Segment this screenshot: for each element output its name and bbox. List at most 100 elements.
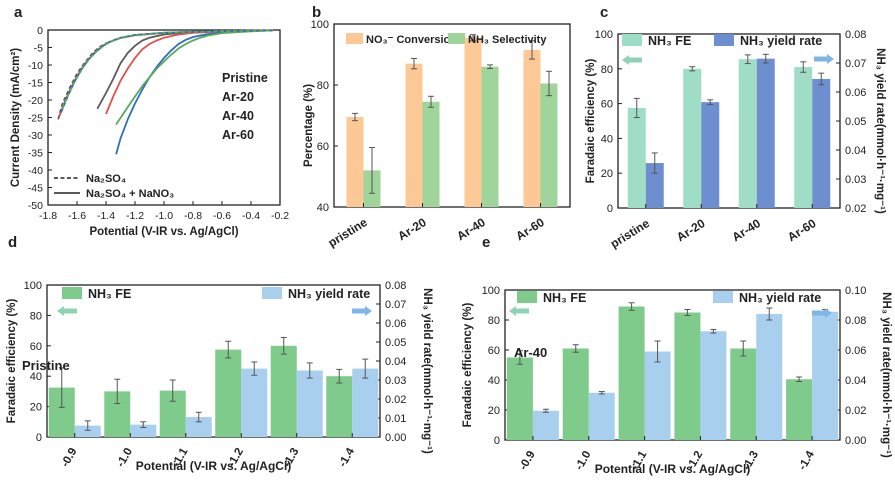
panel-a-ytick-label: -25 <box>28 113 43 125</box>
panel-d-right-axis-arrow-shape <box>352 306 372 316</box>
panel-e-fe-bar <box>730 348 757 440</box>
panel-b-ytick-label: 60 <box>317 141 329 153</box>
panel-d: d 0 20 40 60 80 100 0.00 0.01 0.02 0.03 0.04 0.05 0.0… <box>6 234 433 473</box>
panel-d-right-axis-arrow <box>352 306 372 316</box>
panel-e-y2tick-label: 0.00 <box>845 435 866 447</box>
panel-b: b 40 60 80 100 Percentage (%) pristine Ar-20 Ar-… <box>303 4 571 250</box>
panel-a-series-3 <box>115 29 273 126</box>
panel-e-legend-swatch <box>713 291 733 303</box>
panel-e-right-axis-arrow <box>812 308 832 318</box>
panel-c-y2tick-label: 0.06 <box>845 87 866 99</box>
panel-a-ytick-label: -5 <box>34 43 43 55</box>
panel-b-bar <box>540 83 558 207</box>
panel-e-y2label: NH₃ yield rate(mmol·h⁻¹·mg⁻¹) <box>880 292 892 458</box>
panel-b-bar <box>464 37 482 207</box>
panel-a-xtick-label: -0.2 <box>271 210 289 222</box>
panel-d-fe-bar <box>270 345 297 437</box>
panel-c-fe-bar <box>627 107 646 208</box>
panel-b-bar <box>405 63 423 208</box>
panel-d-left-axis-arrow-shape <box>57 306 77 316</box>
panel-a-xtick-label: -1.6 <box>68 210 86 222</box>
panel-e-y2tick-label: 0.06 <box>845 345 866 357</box>
panel-c-legend-swatch <box>622 34 642 46</box>
panel-b-xtick-label: pristine <box>326 215 370 250</box>
panel-a-xtick-label: -1.4 <box>97 210 115 222</box>
panel-e-xlabel: Potential (V-IR vs. Ag/AgCl) <box>595 462 751 476</box>
panel-d-y2tick-label: 0.08 <box>385 280 406 292</box>
panel-e-fe-bar <box>618 306 645 440</box>
panel-e-xtick-label: -1.0 <box>573 449 593 472</box>
panel-c-ytick-label: 20 <box>601 168 613 180</box>
panel-b-bar <box>422 101 440 207</box>
panel-e-legend-swatch <box>517 291 537 303</box>
panel-b-label: b <box>312 4 321 21</box>
panel-b-ytick-label: 40 <box>317 202 329 214</box>
panel-b-legend-label: NH₃ Selectivity <box>468 34 547 46</box>
panel-e-left-axis-arrow-shape <box>509 306 529 316</box>
panel-b-plot-frame <box>333 23 571 208</box>
panel-c-ytick-label: 60 <box>601 99 613 111</box>
panel-d-yield-bar <box>241 368 268 437</box>
panel-a-xtick-label: -0.4 <box>242 210 260 222</box>
panel-d-xtick-label: -1.4 <box>337 446 358 470</box>
panel-c-left-axis-arrow-shape <box>622 55 642 65</box>
panel-a-ytick-label: -45 <box>28 183 43 195</box>
panel-e-right-axis-arrow-shape <box>812 308 832 318</box>
panel-b-xtick-label: Ar-20 <box>395 215 429 243</box>
panel-a: a -1.8 -1.6 -1.4 -1.2 -1.0 -0.8 -0.6 -0.4 -0.2 0 -5… <box>10 4 289 238</box>
panel-a-ytick-label: -30 <box>28 130 43 142</box>
panel-d-yield-bar <box>352 368 379 437</box>
panel-e-sample-label: Ar-40 <box>514 345 547 360</box>
panel-d-y2tick-label: 0.05 <box>385 337 406 349</box>
panel-a-xtick-label: -0.8 <box>184 210 202 222</box>
panel-e-ytick-label: 40 <box>488 375 500 387</box>
panel-d-y2tick-label: 0.00 <box>385 432 406 444</box>
panel-d-fe-bar <box>215 349 242 437</box>
panel-e-xtick-label: -1.3 <box>741 449 761 472</box>
panel-d-yield-bar <box>74 425 101 437</box>
panel-e-label: e <box>482 234 490 251</box>
panel-a-legend-item: Ar-40 <box>222 109 254 123</box>
panel-d-y2tick-label: 0.07 <box>385 299 406 311</box>
panel-a-legend-item: Pristine <box>222 71 268 85</box>
panel-d-ytick-label: 100 <box>24 280 42 292</box>
panel-c-legend-swatch <box>714 34 734 46</box>
panel-a-legend-nano3: Na₂SO₄ + NaNO₃ <box>86 188 174 200</box>
panel-b-legend-swatch <box>448 33 465 44</box>
panel-b-bar <box>346 117 364 207</box>
panel-e-left-axis-arrow <box>509 306 529 316</box>
panel-d-ytick-label: 80 <box>30 310 42 322</box>
panel-e-xtick-label: -0.9 <box>517 449 537 472</box>
panel-e-yield-bar <box>700 331 727 440</box>
panel-a-series-7 <box>61 29 273 110</box>
panel-c-yield-bar <box>701 102 720 208</box>
panel-d-ytick-label: 40 <box>30 371 42 383</box>
panel-a-xlabel: Potential (V-IR vs. Ag/AgCl) <box>89 226 238 238</box>
panel-c-xtick-label: Ar-40 <box>730 216 764 244</box>
panel-b-legend-label: NO₃⁻ Conversion <box>366 34 457 46</box>
panel-c-ytick-label: 0 <box>607 203 613 215</box>
panel-b-bar <box>481 66 499 207</box>
panel-a-ytick-label: 0 <box>37 25 43 37</box>
panel-c-y2tick-label: 0.05 <box>845 116 866 128</box>
panel-a-legend-item: Ar-60 <box>222 128 254 142</box>
panel-e-yield-bar <box>532 410 559 440</box>
panel-c-yield-bar <box>645 163 664 208</box>
panel-c-ytick-label: 80 <box>601 64 613 76</box>
panel-c-y2label: NH₃ yield rate(mmol·h⁻¹·mg⁻¹) <box>874 48 886 214</box>
panel-b-xtick-label: Ar-60 <box>513 215 547 243</box>
panel-e-ytick-label: 80 <box>488 315 500 327</box>
panel-c-y2tick-label: 0.07 <box>845 58 866 70</box>
panel-d-y2tick-label: 0.06 <box>385 318 406 330</box>
panel-e-yield-bar <box>812 311 839 440</box>
panel-a-ytick-label: -40 <box>28 165 43 177</box>
panel-e-y2tick-label: 0.04 <box>845 375 866 387</box>
panel-a-series-6 <box>60 29 273 113</box>
panel-d-fe-bar <box>326 376 353 437</box>
panel-c-fe-bar <box>683 68 702 208</box>
panel-d-legend-label: NH₃ FE <box>88 287 131 301</box>
panel-d-ytick-label: 60 <box>30 341 42 353</box>
panel-c-yield-bar <box>756 58 775 209</box>
panel-d-yield-bar <box>296 370 323 437</box>
panel-e-fe-bar <box>562 348 589 440</box>
